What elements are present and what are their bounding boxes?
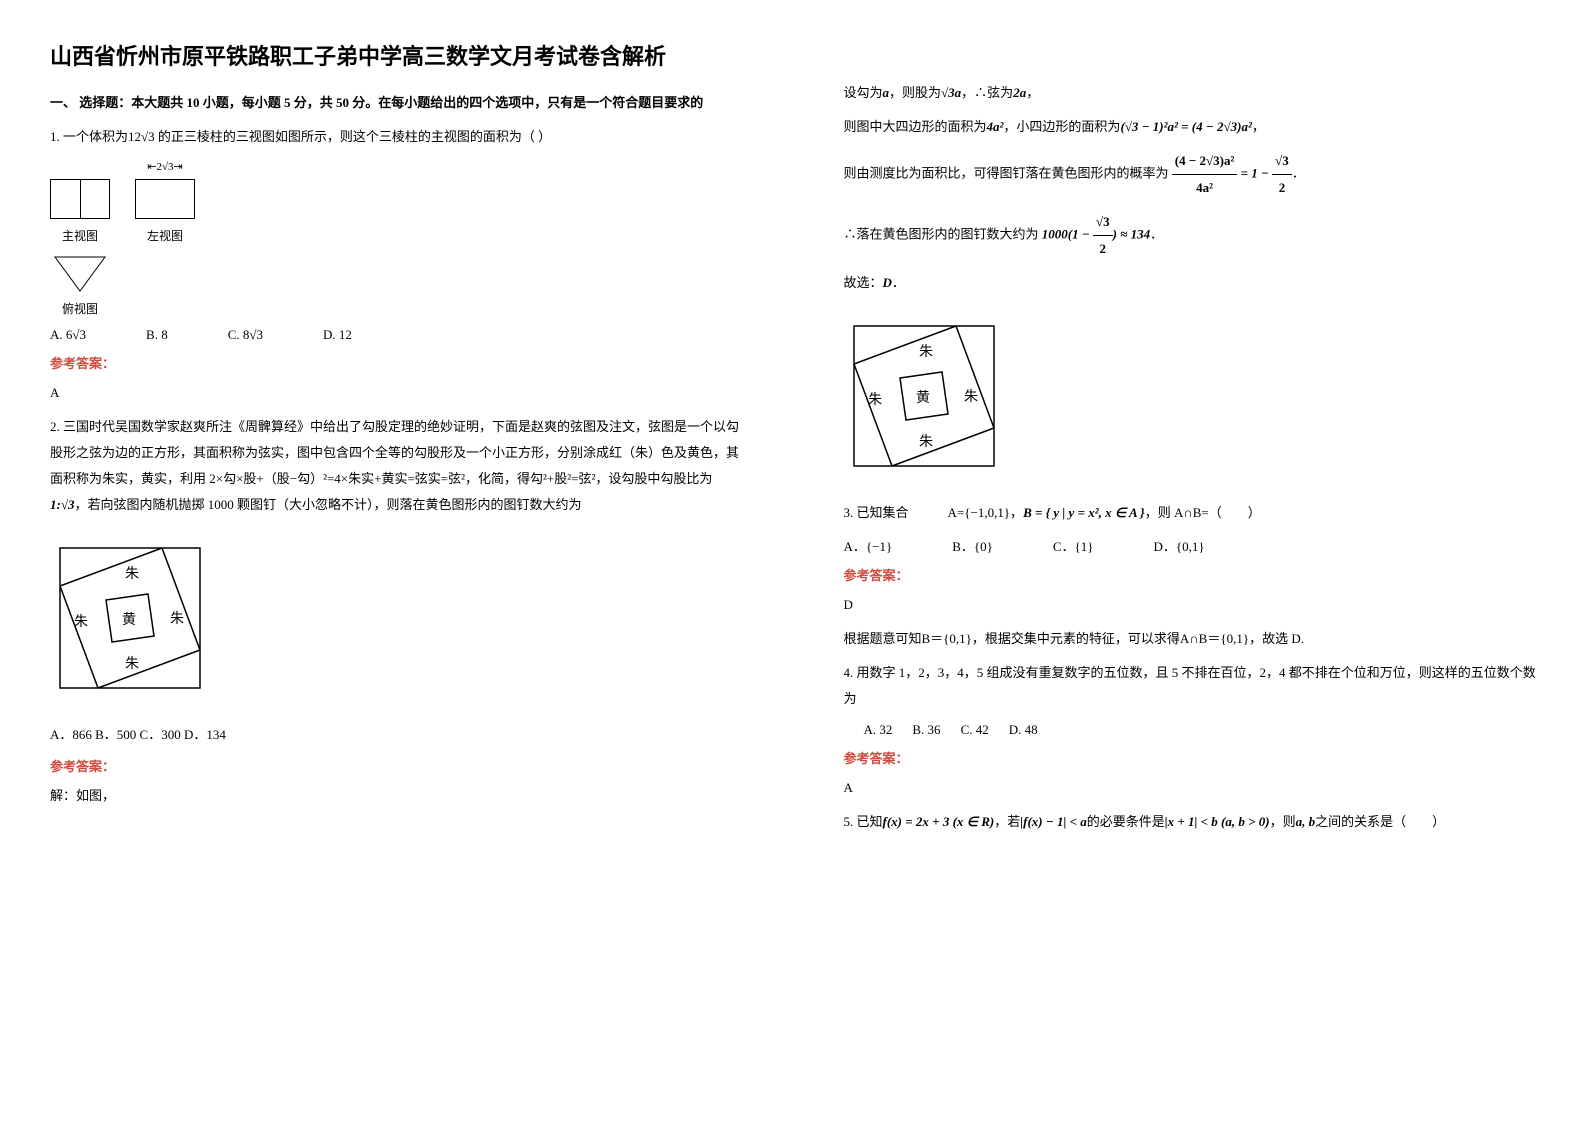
svg-text:黄: 黄 — [916, 389, 930, 406]
top-view-label: 俯视图 — [50, 300, 110, 317]
q3-opt-d: D．{0,1} — [1154, 536, 1205, 555]
q1-answer-label: 参考答案： — [50, 353, 744, 372]
q3-opt-b: B．{0} — [952, 536, 993, 555]
q3-explanation: 根据题意可知B＝{0,1}，根据交集中元素的特征，可以求得A∩B＝{0,1}，故… — [844, 626, 1538, 652]
top-view-triangle — [50, 254, 110, 294]
q3-text: 3. 已知集合 A={−1,0,1}，B = { y | y = x², x ∈… — [844, 500, 1538, 526]
left-column: 山西省忻州市原平铁路职工子弟中学高三数学文月考试卷含解析 一、 选择题：本大题共… — [0, 0, 794, 1122]
svg-text:朱: 朱 — [125, 566, 139, 582]
svg-text:朱: 朱 — [74, 614, 88, 630]
q1-post: 的正三棱柱的三视图如图所示，则这个三棱柱的主视图的面积为（ ） — [155, 129, 552, 144]
svg-text:朱: 朱 — [964, 389, 978, 405]
q4-answer: A — [844, 775, 1538, 801]
q4-text: 4. 用数字 1，2，3，4，5 组成没有重复数字的五位数，且 5 不排在百位，… — [844, 660, 1538, 712]
q4-opt-d: D. 48 — [1009, 722, 1038, 738]
sol-line3: 则由测度比为面积比，可得图钉落在黄色图形内的概率为 (4 − 2√3)a² 4a… — [844, 148, 1538, 201]
xian-diagram-2: 朱 朱 朱 朱 黄 — [844, 316, 1004, 476]
svg-text:朱: 朱 — [919, 434, 933, 450]
three-view-diagram: ⇤2√3⇥ 主视图 左视图 俯视图 — [50, 160, 744, 317]
xian-diagram: 朱 朱 朱 朱 黄 — [50, 538, 210, 698]
sol-line1: 设勾为a，则股为√3a，∴弦为2a， — [844, 80, 1538, 106]
q4-opt-b: B. 36 — [912, 722, 940, 738]
q1-options: A. 6√3 B. 8 C. 8√3 D. 12 — [50, 327, 744, 343]
q2-sol-intro: 解：如图， — [50, 783, 744, 809]
q4-opt-c: C. 42 — [961, 722, 989, 738]
svg-text:朱: 朱 — [170, 611, 184, 627]
main-view-box — [50, 179, 110, 219]
sol-line2: 则图中大四边形的面积为4a²，小四边形的面积为(√3 − 1)²a² = (4 … — [844, 114, 1538, 140]
q3-opt-c: C．{1} — [1053, 536, 1094, 555]
q1-opt-c: C. 8√3 — [228, 327, 263, 343]
q1-opt-a: A. 6√3 — [50, 327, 86, 343]
q3-options: A．{−1} B．{0} C．{1} D．{0,1} — [844, 536, 1538, 555]
q2-text: 2. 三国时代吴国数学家赵爽所注《周髀算经》中给出了勾股定理的绝妙证明，下面是赵… — [50, 414, 744, 518]
q5-text: 5. 已知f(x) = 2x + 3 (x ∈ R)，若|f(x) − 1| <… — [844, 809, 1538, 835]
main-view-label: 主视图 — [50, 227, 110, 244]
q1-opt-d: D. 12 — [323, 327, 352, 343]
sol-conclusion: 故选：D． — [844, 270, 1538, 296]
svg-text:朱: 朱 — [125, 656, 139, 672]
q3-answer: D — [844, 592, 1538, 618]
q2-ratio: 1:√3 — [50, 497, 74, 512]
q1-pre: 1. 一个体积为 — [50, 129, 128, 144]
svg-text:朱: 朱 — [868, 392, 882, 408]
left-view-box — [135, 179, 195, 219]
q3-setB: B = { y | y = x², x ∈ A } — [1023, 505, 1145, 520]
q1-opt-b: B. 8 — [146, 327, 168, 343]
q3-opt-a: A．{−1} — [844, 536, 893, 555]
sol-line4: ∴落在黄色图形内的图钉数大约为 1000(1 − √3 2 ) ≈ 134． — [844, 209, 1538, 262]
q1-answer: A — [50, 380, 744, 406]
right-column: 设勾为a，则股为√3a，∴弦为2a， 则图中大四边形的面积为4a²，小四边形的面… — [794, 0, 1587, 1122]
dim-label: ⇤2√3⇥ — [135, 160, 195, 173]
q4-answer-label: 参考答案： — [844, 748, 1538, 767]
q1-text: 1. 一个体积为12√3 的正三棱柱的三视图如图所示，则这个三棱柱的主视图的面积… — [50, 124, 744, 150]
document-title: 山西省忻州市原平铁路职工子弟中学高三数学文月考试卷含解析 — [50, 40, 744, 73]
q4-opt-a: A. 32 — [864, 722, 893, 738]
probability-fraction: (4 − 2√3)a² 4a² — [1172, 148, 1238, 201]
q4-options: A. 32 B. 36 C. 42 D. 48 — [864, 722, 1538, 738]
section-heading: 一、 选择题：本大题共 10 小题，每小题 5 分，共 50 分。在每小题给出的… — [50, 93, 744, 114]
q3-answer-label: 参考答案： — [844, 565, 1538, 584]
q2-options: A．866 B．500 C．300 D．134 — [50, 722, 744, 748]
q2-answer-label: 参考答案： — [50, 756, 744, 775]
svg-text:黄: 黄 — [122, 611, 136, 628]
q1-volume: 12√3 — [128, 129, 155, 144]
svg-text:朱: 朱 — [919, 344, 933, 360]
left-view-label: 左视图 — [135, 227, 195, 244]
